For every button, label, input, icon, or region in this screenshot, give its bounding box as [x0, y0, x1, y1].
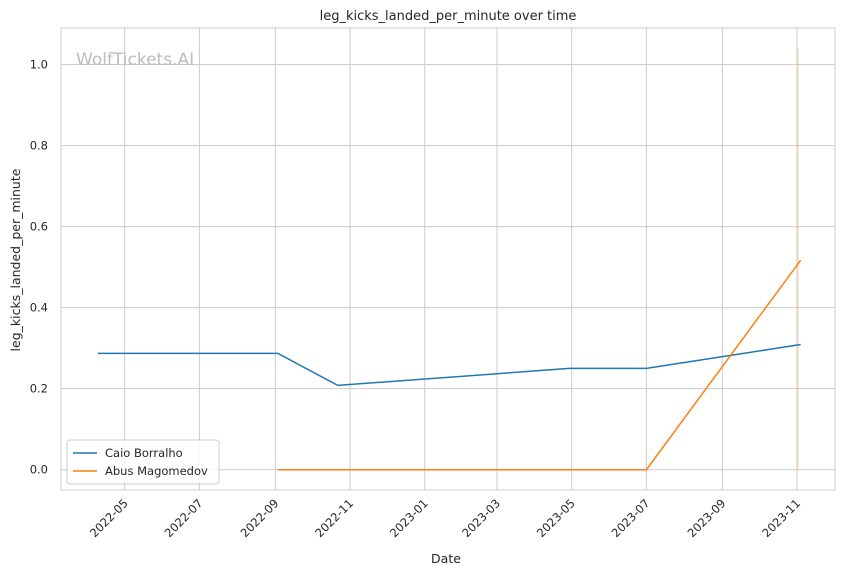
x-tick-label: 2023-03 — [459, 496, 503, 540]
x-tick-label: 2023-11 — [759, 496, 803, 540]
legend-label-abus-magomedov: Abus Magomedov — [105, 464, 208, 478]
legend-label-caio-borralho: Caio Borralho — [105, 446, 183, 460]
series-line-caio-borralho — [97, 343, 801, 387]
y-tick-label: 0.4 — [30, 301, 48, 315]
x-tick-label: 2023-07 — [609, 496, 653, 540]
plot-area — [60, 27, 836, 491]
y-tick-label: 0.6 — [30, 220, 48, 234]
x-tick-labels: 2022-05 2022-07 2022-09 2022-11 2023-01 2023-… — [87, 496, 803, 540]
legend-box — [66, 439, 220, 485]
watermark: WolfTickets.AI — [76, 50, 194, 70]
y-tick-label: 0.0 — [30, 463, 48, 477]
y-tick-label: 0.2 — [30, 382, 48, 396]
x-tick-label: 2022-05 — [87, 496, 131, 540]
x-tick-label: 2023-09 — [685, 496, 729, 540]
x-tick-label: 2022-11 — [312, 496, 356, 540]
y-tick-label: 0.8 — [30, 139, 48, 153]
y-tick-label: 1.0 — [30, 57, 48, 71]
x-axis-label: Date — [431, 551, 461, 566]
legend: Caio Borralho Abus Magomedov — [66, 439, 220, 485]
x-tick-label: 2022-09 — [238, 496, 282, 540]
chart-title: leg_kicks_landed_per_minute over time — [320, 9, 577, 24]
series-lines — [97, 259, 802, 471]
y-tick-labels: 0.0 0.2 0.4 0.6 0.8 1.0 — [30, 57, 48, 476]
x-tick-label: 2022-07 — [162, 496, 206, 540]
series-line-abus-magomedov — [277, 259, 802, 471]
x-tick-label: 2023-01 — [387, 496, 431, 540]
x-gridlines — [124, 28, 798, 490]
y-axis-label: leg_kicks_landed_per_minute — [8, 168, 23, 351]
x-tick-label: 2023-05 — [534, 496, 578, 540]
